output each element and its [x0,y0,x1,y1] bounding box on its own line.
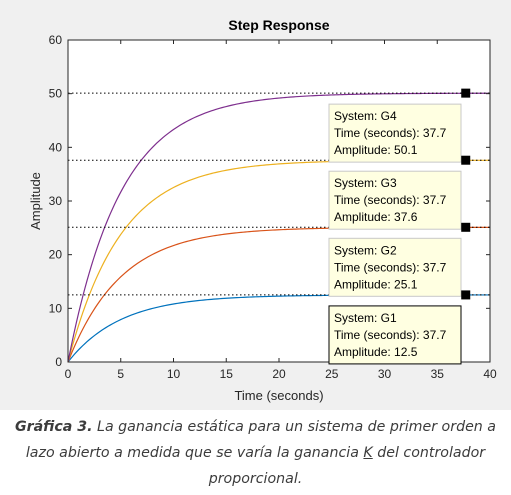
x-tick-label-5: 5 [117,367,124,381]
step-response-chart: 0 5 10 15 20 25 30 35 40 0 10 20 30 40 50 60 System: G4… [28,17,497,403]
datatip-1: System: G4 Time (seconds): 37.7 Amplitude:… [328,88,471,163]
x-tick-label-30: 30 [378,367,392,381]
datatip-4: System: G1 Time (seconds): 37.7 Amplitude:… [328,290,471,365]
datatip-time: Time (seconds): 37.7 [334,260,447,274]
y-tick-label-30: 30 [49,194,63,208]
ticks-layer: 0 5 10 15 20 25 30 35 40 0 10 20 30 40 50 60 [49,33,497,381]
datatips-layer: System: G4 Time (seconds): 37.7 Amplitude:… [328,88,471,365]
x-tick-label-25: 25 [325,367,339,381]
datatip-system: System: G3 [334,176,397,190]
y-tick-label-0: 0 [55,355,62,369]
chart-title: Step Response [228,17,329,33]
datatip-system: System: G4 [334,109,397,123]
datatip-marker [461,88,471,98]
datatip-box [328,103,462,163]
datatip-marker [461,155,471,165]
caption-text-start: La ganancia estática para un sistema de … [25,419,497,461]
datatip-amplitude: Amplitude: 37.6 [334,210,418,224]
datatip-marker [461,222,471,232]
datatip-amplitude: Amplitude: 50.1 [334,143,418,157]
datatip-amplitude: Amplitude: 12.5 [334,345,418,359]
y-tick-label-20: 20 [49,248,63,262]
figure-caption: Gráfica 3. La ganancia estática para un … [0,414,511,494]
x-tick-label-0: 0 [65,367,72,381]
caption-text-end: del controlador proporcional. [208,445,486,487]
y-tick-label-40: 40 [49,140,63,154]
x-tick-label-40: 40 [483,367,497,381]
caption-k: K [363,445,373,461]
datatip-system: System: G2 [334,243,397,257]
datatip-amplitude: Amplitude: 25.1 [334,277,418,291]
x-tick-label-20: 20 [272,367,286,381]
figure-window: 0 5 10 15 20 25 30 35 40 0 10 20 30 40 50 60 System: G4… [0,0,511,410]
x-axis-label: Time (seconds) [234,388,323,403]
x-tick-label-35: 35 [431,367,445,381]
x-tick-label-15: 15 [220,367,234,381]
datatip-time: Time (seconds): 37.7 [334,328,447,342]
x-tick-label-10: 10 [167,367,181,381]
y-axis-label: Amplitude [28,172,43,230]
y-tick-label-10: 10 [49,301,63,315]
series-line-g4 [67,92,490,363]
y-tick-label-50: 50 [49,87,63,101]
datatip-box [328,170,462,230]
datatip-time: Time (seconds): 37.7 [334,193,447,207]
datatip-3: System: G2 Time (seconds): 37.7 Amplitude:… [328,222,471,297]
y-tick-label-60: 60 [49,33,63,47]
caption-label: Gráfica 3. [14,419,93,435]
datatip-2: System: G3 Time (seconds): 37.7 Amplitude:… [328,155,471,230]
datatip-box [328,237,462,297]
datatip-system: System: G1 [334,311,397,325]
datatip-time: Time (seconds): 37.7 [334,126,447,140]
datatip-box [328,305,462,365]
datatip-marker [461,290,471,300]
